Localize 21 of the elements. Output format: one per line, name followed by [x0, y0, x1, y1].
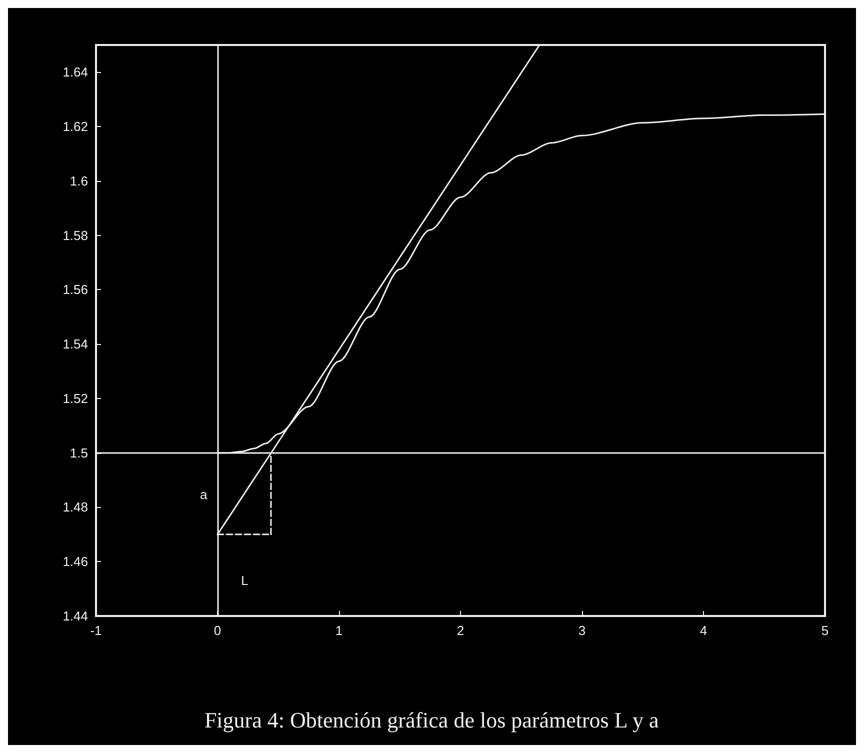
x-tick-label: 0: [214, 623, 222, 638]
y-tick-label: 1.46: [62, 554, 88, 570]
x-tick-label: 5: [821, 623, 829, 638]
annotation: a: [200, 487, 208, 502]
y-tick-label: 1.56: [62, 282, 88, 298]
y-tick-label: 1.54: [62, 336, 88, 352]
x-tick-label: 4: [700, 623, 708, 638]
y-tick-label: 1.5: [70, 445, 88, 460]
y-tick-label: 1.64: [62, 64, 88, 80]
y-tick-label: 1.58: [62, 228, 88, 243]
x-tick-label: 3: [578, 623, 586, 638]
x-tick-label: 1: [335, 623, 343, 638]
y-tick-label: 1.62: [62, 119, 88, 134]
y-tick-label: 1.48: [62, 500, 88, 515]
y-tick-label: 1.44: [62, 608, 88, 624]
y-tick-label: 1.52: [62, 390, 88, 406]
annotation: L: [241, 573, 248, 588]
text: Figura 4: Obtención gráfica de los parámetros L y a: [204, 708, 659, 732]
y-tick-label: 1.6: [70, 173, 88, 188]
x-tick-label: 2: [456, 623, 464, 638]
x-tick-label: -1: [90, 623, 102, 638]
